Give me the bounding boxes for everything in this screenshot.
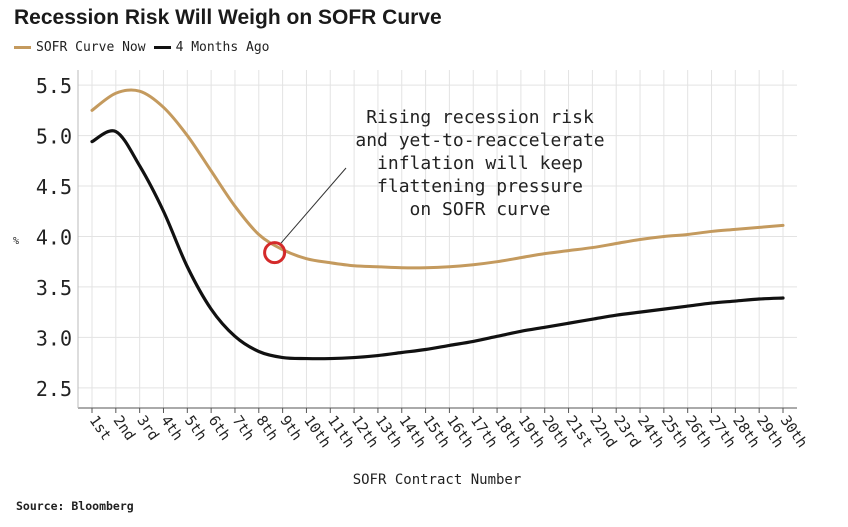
y-tick-label: 5.5 [36, 74, 72, 98]
x-tick-label: 3rd [133, 413, 161, 444]
annotation-highlight-circle [263, 241, 287, 265]
annotation-text-line: on SOFR curve [410, 199, 551, 220]
x-tick-label: 7th [229, 413, 257, 444]
y-tick-label: 3.0 [36, 326, 72, 350]
series-line-sofr-curve-now [90, 88, 785, 270]
legend: SOFR Curve Now 4 Months Ago [14, 40, 270, 55]
y-tick-label: 5.0 [36, 125, 72, 149]
x-tick-label: 9th [276, 413, 304, 444]
series-line-4-months-ago [90, 129, 785, 361]
annotation-text-line: inflation will keep [377, 153, 583, 174]
legend-swatch-ago [153, 46, 171, 49]
chart-title: Recession Risk Will Weigh on SOFR Curve [14, 6, 442, 29]
annotation-text-line: Rising recession risk [366, 107, 594, 128]
y-tick-label: 4.5 [36, 175, 72, 199]
y-tick-label: 3.5 [36, 276, 72, 300]
x-tick-label: 30th [777, 413, 810, 451]
legend-label-now: SOFR Curve Now [36, 40, 146, 55]
x-tick-label: 8th [253, 413, 281, 444]
x-tick-label: 6th [205, 413, 233, 444]
x-tick-label: 4th [157, 413, 185, 444]
x-axis-label: SOFR Contract Number [353, 472, 522, 488]
x-tick-label: 1st [86, 413, 114, 444]
legend-swatch-now [14, 46, 31, 49]
y-tick-label: 4.0 [36, 225, 72, 249]
legend-item-now: SOFR Curve Now [14, 40, 146, 55]
source-note: Source: Bloomberg [16, 499, 134, 513]
y-tick-label: 2.5 [36, 377, 72, 401]
y-axis-label: % [13, 236, 19, 247]
legend-label-ago: 4 Months Ago [175, 40, 270, 55]
x-tick-label: 2nd [110, 413, 138, 444]
annotation-text-line: and yet-to-reaccelerate [355, 130, 604, 151]
x-tick-label: 5th [181, 413, 209, 444]
annotation-leader-line [280, 167, 347, 244]
legend-item-ago: 4 Months Ago [153, 40, 270, 55]
annotation-text-line: flattening pressure [377, 176, 583, 197]
